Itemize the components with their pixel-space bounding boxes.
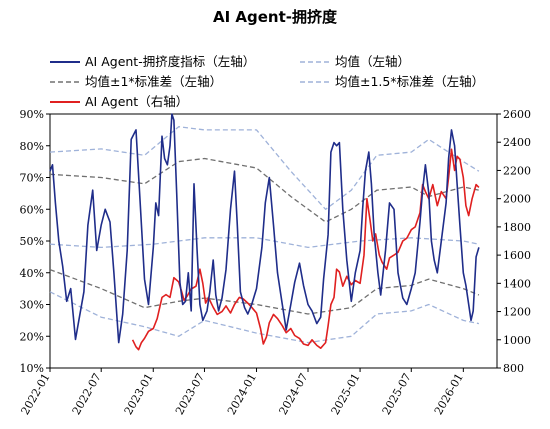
y-left-tick-label: 60% — [20, 203, 44, 216]
x-tick-label: 2022-07 — [70, 371, 104, 417]
y-right-tick-label: 800 — [503, 362, 524, 375]
x-tick-label: 2025-01 — [329, 371, 363, 417]
y-left-tick-label: 90% — [20, 108, 44, 121]
y-right-tick-label: 2600 — [503, 108, 531, 121]
y-right-tick-label: 1000 — [503, 334, 531, 347]
y-left-tick-label: 20% — [20, 330, 44, 343]
chart-title: AI Agent-拥挤度 — [213, 8, 338, 26]
x-tick-label: 2025-07 — [380, 371, 414, 417]
legend-label-std1: 均值±1*标准差（左轴） — [85, 74, 222, 89]
y-left-tick-label: 80% — [20, 140, 44, 153]
y-right-tick-label: 1200 — [503, 306, 531, 319]
x-tick-label: 2023-01 — [122, 371, 156, 417]
series-line-minus1 — [49, 268, 480, 315]
y-right-tick-label: 2000 — [503, 193, 531, 206]
x-tick-label: 2026-01 — [432, 371, 466, 417]
y-left-tick-label: 30% — [20, 299, 44, 312]
x-tick-label: 2023-07 — [173, 371, 207, 417]
x-tick-label: 2024-07 — [276, 371, 310, 417]
series-line-minus15 — [49, 291, 480, 344]
y-left-tick-label: 70% — [20, 172, 44, 185]
y-right-tick-label: 1400 — [503, 277, 531, 290]
legend-label-ai-agent: AI Agent（右轴） — [85, 94, 188, 109]
x-tick-label: 2022-01 — [18, 371, 52, 417]
x-tick-label: 2024-01 — [225, 371, 259, 417]
series-line-crowding — [49, 113, 480, 344]
legend: AI Agent-拥挤度指标（左轴） 均值（左轴） 均值±1*标准差（左轴） 均… — [50, 54, 484, 109]
y-right-tick-label: 1600 — [503, 249, 531, 262]
y-right-tick-label: 1800 — [503, 221, 531, 234]
legend-label-mean: 均值（左轴） — [335, 54, 410, 69]
legend-label-crowding: AI Agent-拥挤度指标（左轴） — [85, 54, 255, 69]
series-line-plus1 — [49, 157, 480, 223]
y-right-tick-label: 2200 — [503, 164, 531, 177]
y-left-tick-label: 40% — [20, 267, 44, 280]
series-line-mean — [49, 237, 480, 249]
plot-area: 10% 20% 30% 40% 50% 60% 70% 80% 90% 800 1000 1200 14… — [18, 108, 531, 417]
series-line-plus15 — [49, 126, 480, 210]
y-left-tick-label: 50% — [20, 235, 44, 248]
legend-label-std15: 均值±1.5*标准差（左轴） — [335, 74, 484, 89]
y-left-tick-label: 10% — [20, 362, 44, 375]
y-right-tick-label: 2400 — [503, 136, 531, 149]
